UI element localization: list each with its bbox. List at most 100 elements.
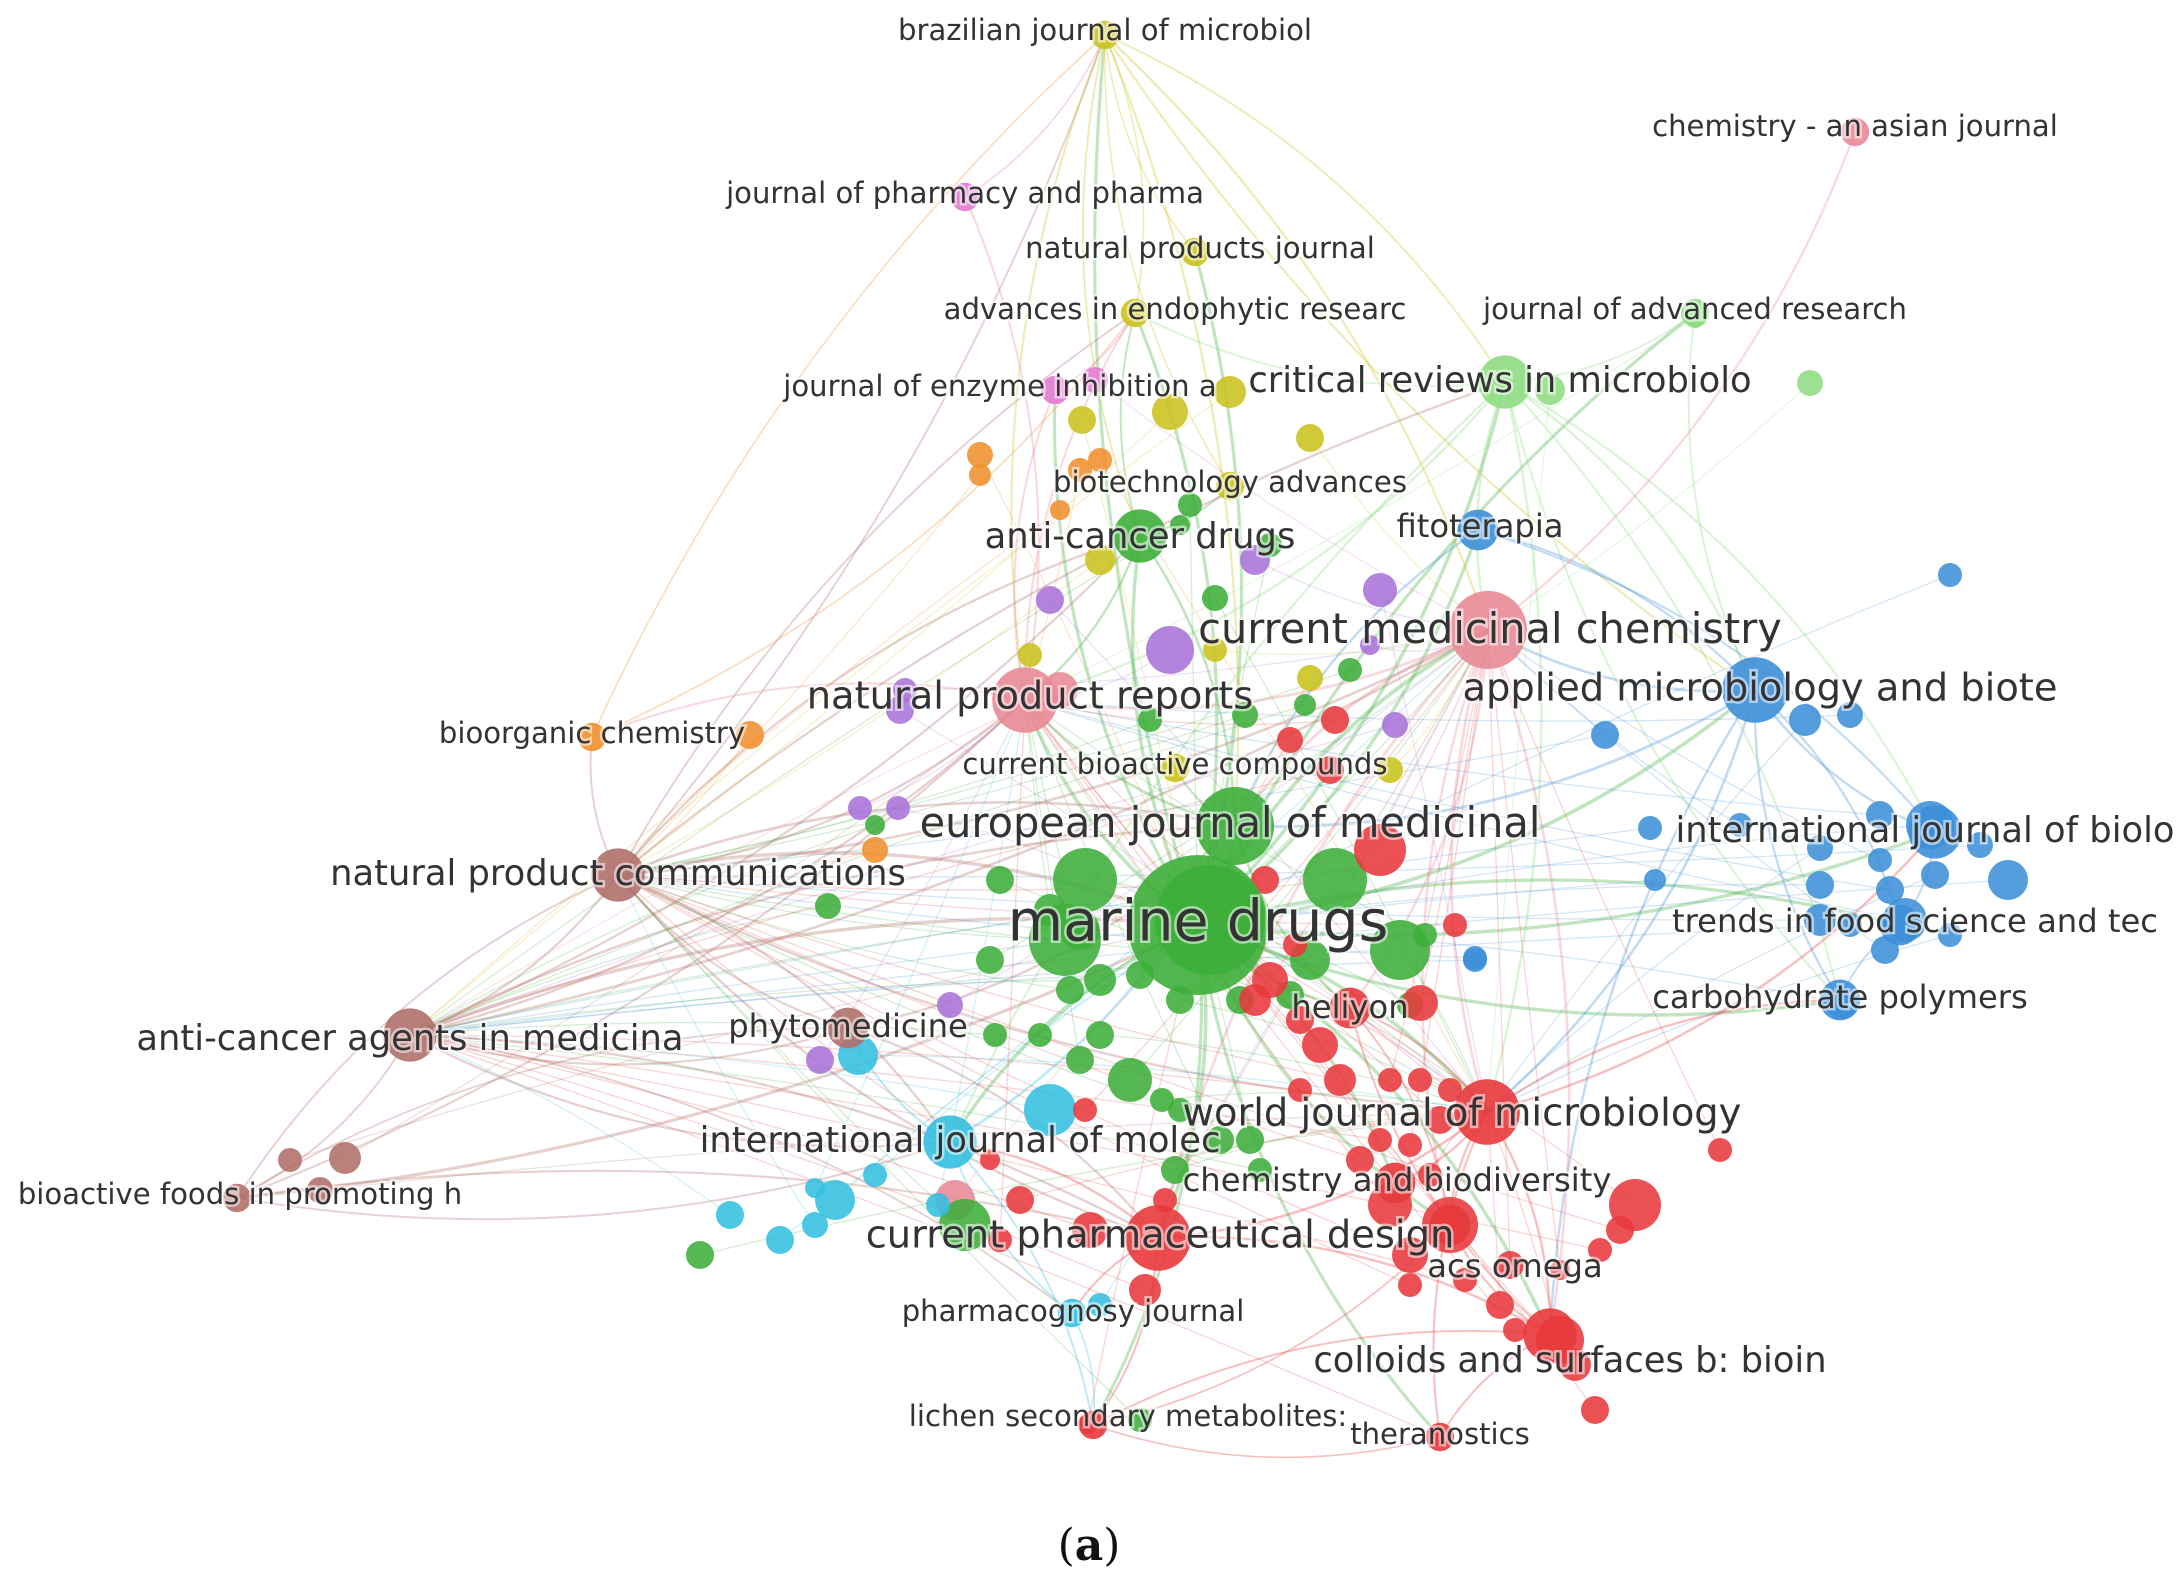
link-edge	[617, 874, 966, 1226]
link-edge	[1197, 878, 1901, 927]
network-node	[1286, 1006, 1314, 1034]
network-node	[1088, 1293, 1112, 1317]
network-node	[1559, 1349, 1591, 1381]
link-edge	[1010, 34, 1106, 701]
network-node	[1086, 1021, 1114, 1049]
network-node	[1354, 824, 1406, 876]
label-chembiodiv: chemistry and biodiversity	[1183, 1161, 1612, 1199]
link-edge	[1024, 381, 1506, 702]
caption-letter: a	[1074, 1520, 1104, 1571]
link-edge	[409, 1034, 1073, 1314]
label-bioactivefoods: bioactive foods in promoting h	[18, 1177, 462, 1211]
network-node	[1236, 1126, 1264, 1154]
link-edge	[617, 380, 1506, 876]
node-marinedrugs	[1128, 855, 1268, 995]
link-edge	[617, 699, 1026, 877]
label-critrev: critical reviews in microbiolo	[1248, 360, 1751, 401]
network-node	[1644, 869, 1666, 891]
link-edge	[409, 724, 1396, 1036]
link-edge	[1753, 689, 1841, 1001]
link-edge	[1487, 131, 1857, 631]
link-edge	[1504, 381, 1936, 833]
label-lichen: lichen secondary metabolites:	[909, 1399, 1347, 1433]
node-endophytic	[1120, 298, 1150, 328]
link-edge	[1432, 1111, 1488, 1438]
link-edge	[1157, 1110, 1488, 1240]
node-anticanceragents	[383, 1008, 437, 1062]
network-node	[1202, 585, 1228, 611]
link-edge	[617, 849, 876, 879]
node-curbioactive	[1160, 753, 1190, 783]
link-edge	[1197, 923, 1841, 1017]
link-edge	[1024, 317, 1696, 701]
network-node	[1128, 1408, 1152, 1432]
link-edge	[1119, 312, 1141, 537]
link-edge	[1197, 688, 1757, 927]
network-node	[1214, 376, 1246, 408]
network-node	[1248, 1158, 1272, 1182]
link-edge	[1081, 419, 1199, 926]
link-edge	[1052, 389, 1200, 926]
link-edge	[409, 535, 1141, 1037]
link-edge	[409, 1034, 731, 1216]
label-heliyon: heliyon	[1291, 988, 1408, 1026]
link-edge	[617, 874, 849, 1029]
link-edge	[617, 534, 1141, 876]
network-node	[1363, 573, 1397, 607]
link-edge	[1485, 381, 1543, 1113]
link-edge	[904, 629, 1489, 691]
link-edge	[1024, 699, 1851, 722]
network-node	[686, 1241, 714, 1269]
network-node	[1084, 964, 1116, 996]
link-edge	[1477, 529, 1936, 833]
link-edge	[1024, 628, 1489, 710]
network-node	[1797, 370, 1823, 396]
network-node	[815, 1180, 855, 1220]
link-edge	[1138, 535, 1237, 827]
network-node	[1408, 1068, 1432, 1092]
node-eurjmedchem	[1196, 787, 1274, 865]
network-node	[1463, 946, 1487, 970]
node-pharmacognosy	[1057, 1298, 1087, 1328]
label-curmedchem: current medicinal chemistry	[1198, 604, 1782, 653]
node-colloids	[1523, 1308, 1577, 1362]
link-edge	[949, 1141, 1094, 1426]
link-edge	[847, 1026, 1159, 1239]
link-edge	[1084, 629, 1489, 1111]
network-node	[1303, 848, 1367, 912]
label-npj: natural products journal	[1025, 231, 1375, 265]
link-edge	[964, 196, 1040, 701]
link-edge	[409, 1034, 1601, 1251]
node-acsomega	[1429, 1204, 1471, 1246]
link-edge	[409, 827, 1651, 1036]
link-edge	[1389, 629, 1489, 1081]
link-edge	[1687, 312, 1756, 691]
network-node	[1588, 1238, 1612, 1262]
link-edge	[1548, 689, 1757, 1336]
network-node	[862, 837, 888, 863]
link-edge	[1486, 389, 1551, 1113]
network-node	[1150, 1088, 1174, 1112]
link-edge	[409, 824, 876, 1036]
network-node	[1535, 375, 1565, 405]
network-node	[1708, 1138, 1732, 1162]
network-node	[1496, 1251, 1524, 1279]
network-node	[1018, 643, 1042, 667]
label-asian: chemistry - an asian journal	[1652, 109, 2058, 143]
network-node	[1581, 1396, 1609, 1424]
node-fitoterapia	[1457, 509, 1499, 551]
link-edge	[617, 474, 981, 876]
link-edge	[617, 874, 1341, 1081]
link-edge	[617, 714, 1246, 876]
label-enzyme: journal of enzyme inhibition a	[782, 369, 1216, 403]
network-node	[1050, 500, 1070, 520]
link-edge	[409, 1034, 1146, 1291]
link-edge	[1487, 629, 1721, 1151]
link-edge	[409, 905, 829, 1036]
network-node	[983, 1023, 1007, 1047]
link-edge	[409, 1034, 1261, 1171]
node-critrev	[1478, 355, 1532, 409]
network-node	[1398, 1133, 1422, 1157]
network-node	[1252, 962, 1288, 998]
network-node	[1398, 1273, 1422, 1297]
